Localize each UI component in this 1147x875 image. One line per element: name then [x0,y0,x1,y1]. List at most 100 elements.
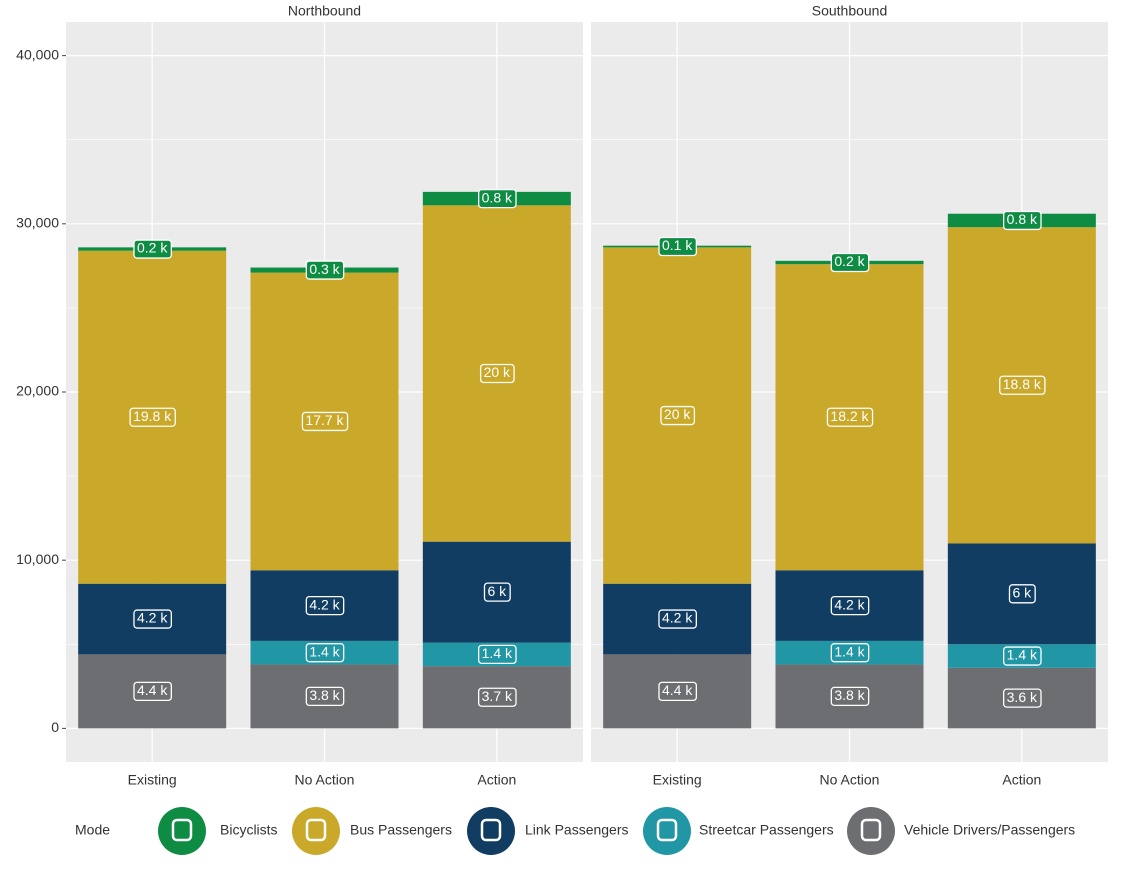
data-label-box [478,644,517,665]
legend-icon [467,807,515,855]
x-tick-label: Action [477,772,516,788]
data-label-box [479,363,515,384]
data-label-text: 6 k [487,583,507,599]
data-label: 18.2 k [826,407,874,427]
data-label-box [1003,646,1042,666]
data-label-box [830,643,870,663]
data-label-box [660,405,696,426]
legend-icon-glyph [480,818,502,842]
data-label-box [129,407,176,427]
data-label-text: 3.8 k [834,687,865,703]
legend-label: Vehicle Drivers/Passengers [904,822,1075,838]
data-label-box [305,595,345,616]
legend-label: Streetcar Passengers [699,822,834,838]
legend-title: Mode [75,822,110,838]
legend-icon-glyph [305,818,327,842]
data-label: 4.2 k [658,609,697,629]
data-label-text: 1.4 k [834,643,865,659]
data-label-text: 3.6 k [1007,689,1038,705]
data-label-box [826,407,874,427]
data-label-text: 18.2 k [830,408,869,424]
data-label-box [133,609,172,629]
facet-title: Southbound [812,3,888,19]
data-label: 0.3 k [305,260,345,280]
data-label: 1.4 k [830,643,870,663]
data-label-text: 0.2 k [137,240,168,256]
data-label: 0.2 k [133,239,172,259]
data-label-text: 19.8 k [133,408,172,424]
data-label-text: 1.4 k [1007,647,1038,663]
x-tick-label: Existing [128,772,177,788]
data-label-text: 0.8 k [1007,211,1038,227]
legend-icon [847,807,895,855]
data-label-box [658,681,697,702]
data-label-text: 0.8 k [482,189,513,205]
x-tick-label: Existing [653,772,702,788]
data-label-text: 18.8 k [1003,376,1042,392]
data-label-box [658,609,697,629]
data-label-box [478,687,517,707]
y-tick-label: 10,000 [16,551,59,567]
data-label-box [305,643,345,663]
data-label-box [830,595,870,616]
data-label: 19.8 k [129,407,176,427]
legend-label: Bus Passengers [350,822,452,838]
data-label: 20 k [479,363,515,384]
data-label: 6 k [1008,584,1036,604]
data-label-box [658,236,697,257]
data-label-box [483,582,511,602]
data-label: 0.1 k [658,236,697,257]
data-label: 20 k [660,405,696,426]
data-label-text: 20 k [664,406,691,422]
data-label-text: 20 k [484,364,511,380]
data-label-box [133,681,172,702]
data-label-box [1008,584,1036,604]
data-label: 3.8 k [830,686,870,707]
data-label: 6 k [483,582,511,602]
data-label-text: 3.8 k [309,687,340,703]
data-label: 1.4 k [305,643,345,663]
data-label-text: 4.2 k [834,596,865,612]
data-label-text: 4.2 k [137,610,168,626]
data-label: 0.8 k [478,188,517,209]
data-label-text: 4.4 k [662,682,693,698]
data-label-text: 6 k [1012,585,1032,601]
data-label-box [1003,210,1042,231]
y-tick-label: 0 [51,719,59,735]
data-label: 1.4 k [1003,646,1042,666]
data-label-box [478,188,517,209]
x-tick-label: Action [1002,772,1041,788]
y-tick-label: 30,000 [16,215,59,231]
legend-icon [158,807,206,855]
data-label: 3.7 k [478,687,517,707]
facet-title: Northbound [288,3,361,19]
data-label-text: 1.4 k [309,643,340,659]
data-label-box [999,375,1046,395]
data-label: 3.6 k [1003,688,1042,708]
data-label-text: 4.4 k [137,682,168,698]
data-label: 3.8 k [305,686,345,707]
data-label-text: 1.4 k [482,645,513,661]
data-label-box [301,411,349,432]
data-label-box [133,239,172,259]
data-label: 4.2 k [830,595,870,616]
data-label: 4.2 k [133,609,172,629]
data-label-text: 4.2 k [309,596,340,612]
data-label-text: 0.2 k [834,253,865,269]
legend-icon-glyph [656,818,678,842]
legend-icon [643,807,691,855]
data-label-box [305,260,345,280]
data-label: 4.4 k [658,681,697,702]
data-label-text: 4.2 k [662,610,693,626]
y-tick-label: 40,000 [16,46,59,62]
data-label: 4.2 k [305,595,345,616]
data-label-box [1003,688,1042,708]
legend-label: Link Passengers [525,822,629,838]
data-label: 1.4 k [478,644,517,665]
data-label-box [830,252,870,273]
x-tick-label: No Action [295,772,355,788]
legend-icon [292,807,340,855]
data-label: 17.7 k [301,411,349,432]
y-tick-label: 20,000 [16,383,59,399]
